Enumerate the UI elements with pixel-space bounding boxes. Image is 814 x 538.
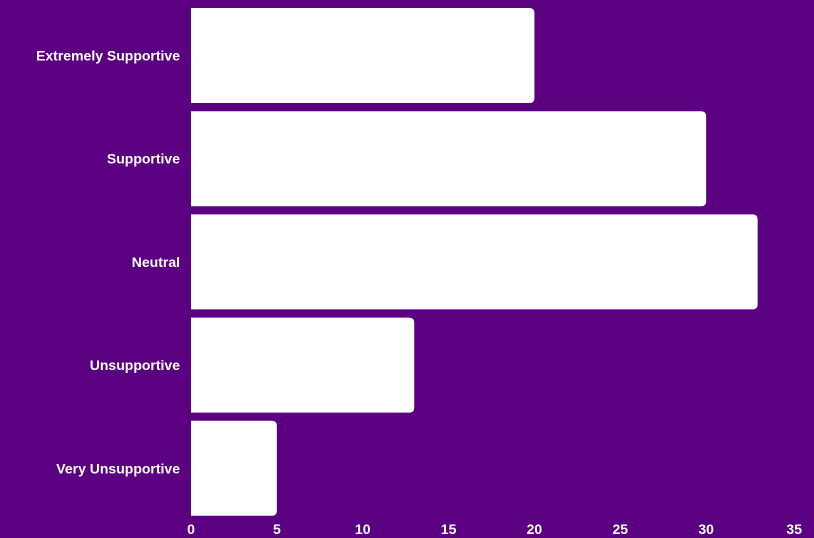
bars-group <box>191 8 758 516</box>
bar-supportive <box>191 111 707 207</box>
category-label: Very Unsupportive <box>56 460 180 476</box>
x-tick-label: 15 <box>441 521 457 537</box>
category-label: Unsupportive <box>90 357 180 373</box>
category-label: Supportive <box>107 151 180 167</box>
category-label: Extremely Supportive <box>36 48 180 64</box>
x-tick-label: 35 <box>786 521 802 537</box>
bar-neutral <box>191 214 758 310</box>
bar-extremely-supportive <box>191 8 535 103</box>
category-label: Neutral <box>132 254 180 270</box>
x-tick-label: 20 <box>527 521 543 537</box>
x-tick-label: 10 <box>355 521 371 537</box>
category-labels-group: Extremely Supportive Supportive Neutral Uns… <box>36 48 180 477</box>
x-axis-tick-labels-group: 0 5 10 15 20 25 30 35 <box>187 521 802 537</box>
x-tick-label: 0 <box>187 521 195 537</box>
x-tick-label: 25 <box>612 521 628 537</box>
x-tick-label: 30 <box>698 521 714 537</box>
x-tick-label: 5 <box>273 521 281 537</box>
bar-unsupportive <box>191 317 415 413</box>
bar-very-unsupportive <box>191 420 277 516</box>
